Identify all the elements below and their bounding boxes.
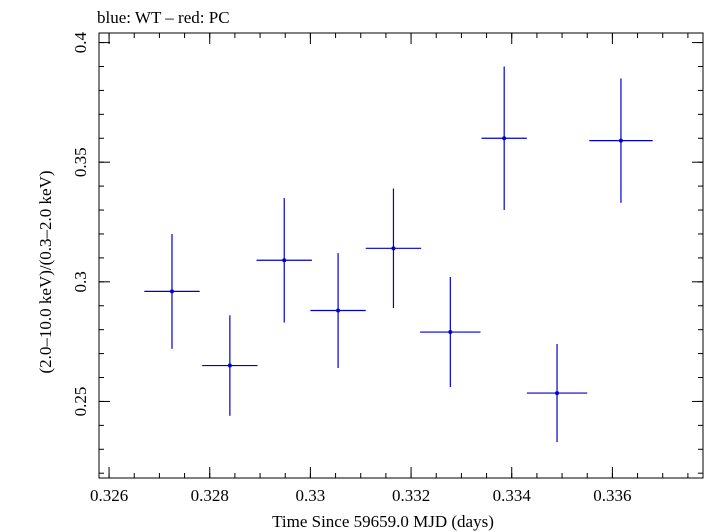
y-tick-label: 0.35	[71, 147, 90, 177]
x-tick-label: 0.328	[191, 486, 229, 505]
point-marker	[282, 258, 287, 263]
point-marker	[448, 330, 453, 335]
y-tick-label: 0.3	[71, 271, 90, 292]
point-marker	[502, 136, 507, 141]
x-axis-ticks	[108, 33, 689, 478]
x-tick-label: 0.326	[90, 486, 128, 505]
x-tick-label: 0.334	[493, 486, 532, 505]
y-axis-ticks	[99, 42, 703, 474]
point-marker	[336, 308, 341, 313]
data-point	[144, 233, 200, 349]
x-axis-tick-labels: 0.326 0.328 0.33 0.332 0.334 0.336	[90, 486, 632, 505]
data-point	[202, 315, 258, 416]
y-axis-label: (2.0–10.0 keV)/(0.3–2.0 keV)	[36, 170, 55, 373]
data-point	[365, 188, 422, 309]
x-tick-label: 0.33	[296, 486, 326, 505]
data-point	[310, 253, 366, 368]
chart-title: blue: WT – red: PC	[97, 8, 230, 27]
point-marker	[227, 363, 232, 368]
point-marker	[618, 138, 623, 143]
point-marker	[555, 391, 560, 396]
x-tick-label: 0.332	[392, 486, 430, 505]
data-point	[481, 66, 527, 211]
y-tick-label: 0.25	[71, 387, 90, 417]
x-tick-label: 0.336	[593, 486, 631, 505]
data-point	[420, 277, 481, 388]
data-points	[144, 66, 653, 443]
data-point	[256, 198, 312, 323]
data-point	[526, 344, 588, 443]
plot-frame	[98, 32, 704, 479]
point-marker	[391, 246, 396, 251]
data-point	[589, 78, 653, 203]
point-marker	[169, 289, 174, 294]
y-tick-label: 0.4	[71, 31, 90, 53]
y-axis-tick-labels: 0.25 0.3 0.35 0.4	[71, 31, 90, 416]
x-axis-label: Time Since 59659.0 MJD (days)	[272, 512, 494, 531]
